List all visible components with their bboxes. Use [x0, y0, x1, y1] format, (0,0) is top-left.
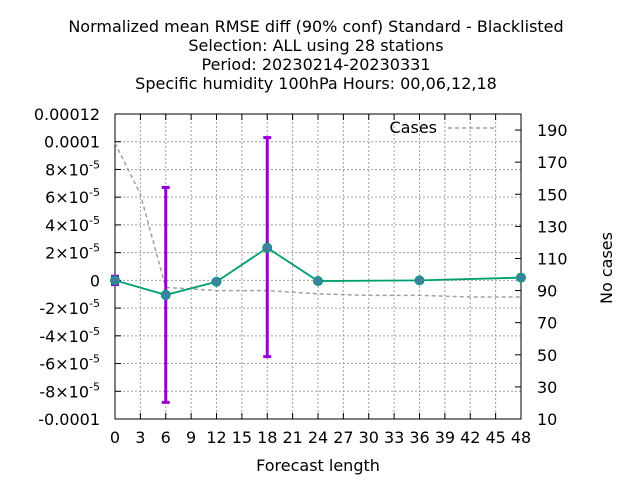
chart-title: Normalized mean RMSE diff (90% conf) Sta… — [68, 17, 563, 93]
x-tick-label: 36 — [409, 428, 429, 447]
y-tick-mantissa: 6×10 — [45, 188, 89, 207]
data-point — [262, 242, 273, 253]
chart-title-line: Normalized mean RMSE diff (90% conf) Sta… — [68, 17, 563, 36]
y-tick-label: 4×10-5 — [45, 214, 100, 235]
cases-line — [114, 142, 521, 298]
x-tick-label: 21 — [282, 428, 302, 447]
y-tick-exponent: -5 — [89, 325, 100, 338]
y-tick-label: 0.0001 — [44, 133, 100, 152]
data-point — [414, 275, 425, 286]
y-axis-left: 0.000120.00018×10-56×10-54×10-52×10-50-2… — [34, 105, 121, 429]
y2-tick-label: 150 — [537, 185, 568, 204]
y-tick-label: 2×10-5 — [45, 242, 100, 263]
data-point — [160, 289, 171, 300]
y-tick-mantissa: -8×10 — [39, 382, 89, 401]
y2-tick-label: 90 — [537, 282, 557, 301]
y-tick-mantissa: 0 — [90, 271, 100, 290]
y-tick-mantissa: 0.00012 — [34, 105, 100, 124]
y2-tick-label: 10 — [537, 410, 557, 429]
data-point — [110, 275, 120, 286]
y-tick-label: 8×10-5 — [45, 158, 100, 179]
y-tick-label: -2×10-5 — [39, 297, 100, 318]
y2-tick-label: 50 — [537, 346, 557, 365]
y2-tick-label: 110 — [537, 249, 568, 268]
y-tick-label: -8×10-5 — [39, 380, 100, 401]
y-tick-mantissa: 2×10 — [45, 244, 89, 263]
x-tick-label: 39 — [435, 428, 455, 447]
x-tick-label: 27 — [333, 428, 353, 447]
y2-tick-label: 190 — [537, 121, 568, 140]
y-tick-exponent: -5 — [89, 242, 100, 255]
x-tick-label: 48 — [511, 428, 531, 447]
y2-tick-label: 30 — [537, 378, 557, 397]
chart-title-line: Selection: ALL using 28 stations — [188, 36, 443, 55]
y-tick-label: -4×10-5 — [39, 325, 100, 346]
x-tick-label: 33 — [384, 428, 404, 447]
y2-tick-label: 170 — [537, 153, 568, 172]
y-tick-exponent: -5 — [89, 297, 100, 310]
y-tick-mantissa: 0.0001 — [44, 133, 100, 152]
x-tick-label: 30 — [359, 428, 379, 447]
rmse-diff-series — [110, 242, 526, 300]
x-tick-label: 15 — [232, 428, 252, 447]
y-axis-right: 10 30 50 70 90 110 130 150 170 190 — [515, 121, 568, 429]
y-tick-exponent: -5 — [89, 186, 100, 199]
y2-axis-label: No cases — [597, 232, 616, 304]
y-tick-exponent: -5 — [89, 353, 100, 366]
y-tick-mantissa: -0.0001 — [38, 410, 100, 429]
y-tick-mantissa: 8×10 — [45, 160, 89, 179]
x-tick-label: 0 — [110, 428, 120, 447]
y-tick-exponent: -5 — [89, 214, 100, 227]
y-tick-label: 0 — [90, 271, 100, 290]
x-tick-label: 12 — [206, 428, 226, 447]
chart-title-line: Specific humidity 100hPa Hours: 00,06,12… — [135, 74, 497, 93]
chart-title-line: Period: 20230214-20230331 — [201, 55, 430, 74]
y-tick-mantissa: 4×10 — [45, 216, 89, 235]
x-tick-label: 24 — [308, 428, 328, 447]
x-axis-label: Forecast length — [256, 456, 380, 475]
y-tick-label: -0.0001 — [38, 410, 100, 429]
y-tick-exponent: -5 — [89, 158, 100, 171]
y2-tick-label: 130 — [537, 217, 568, 236]
y-tick-label: 6×10-5 — [45, 186, 100, 207]
x-tick-label: 3 — [135, 428, 145, 447]
x-tick-label: 18 — [257, 428, 277, 447]
grid — [115, 114, 521, 419]
y-tick-mantissa: -4×10 — [39, 327, 89, 346]
data-point — [313, 276, 323, 287]
y-tick-mantissa: -6×10 — [39, 355, 89, 374]
x-axis: 0 3 6 9 12 15 18 21 24 27 30 33 36 39 42 45 48 — [110, 114, 531, 447]
y-tick-mantissa: -2×10 — [39, 299, 89, 318]
legend: Cases — [390, 118, 497, 137]
data-point — [211, 276, 222, 287]
y-tick-exponent: -5 — [89, 380, 100, 393]
x-tick-label: 9 — [186, 428, 196, 447]
y-tick-label: 0.00012 — [34, 105, 100, 124]
x-tick-label: 6 — [161, 428, 171, 447]
cases-series — [114, 142, 521, 298]
y-tick-label: -6×10-5 — [39, 353, 100, 374]
x-tick-label: 45 — [485, 428, 505, 447]
data-point — [516, 272, 526, 283]
legend-label-cases: Cases — [390, 118, 438, 137]
y2-tick-label: 70 — [537, 314, 557, 333]
x-tick-label: 42 — [460, 428, 480, 447]
